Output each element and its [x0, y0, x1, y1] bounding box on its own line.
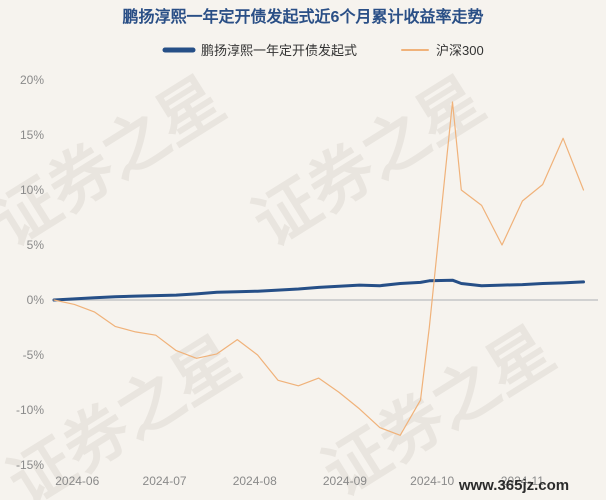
legend-item-1: 沪深300 — [436, 43, 484, 58]
y-tick-label-0: -15% — [16, 458, 44, 472]
x-tick-label-0: 2024-06 — [55, 474, 99, 488]
y-tick-label-2: -5% — [23, 348, 45, 362]
watermark-1: 证券之星 — [241, 63, 496, 260]
chart-title: 鹏扬淳熙一年定开债发起式近6个月累计收益率走势 — [123, 7, 484, 26]
x-tick-label-3: 2024-09 — [323, 474, 367, 488]
site-label: www.365jz.com — [458, 477, 569, 494]
x-axis: 2024-06 2024-07 2024-08 2024-09 2024-10 2024-… — [55, 474, 544, 488]
legend-item-0: 鹏扬淳熙一年定开债发起式 — [201, 43, 357, 58]
series-line-0 — [52, 278, 585, 302]
x-tick-label-2: 2024-08 — [233, 474, 277, 488]
watermark-3: 证券之星 — [311, 313, 566, 500]
series-line-1 — [53, 101, 585, 436]
y-tick-label-7: 20% — [20, 73, 44, 87]
watermark-0: 证券之星 — [0, 63, 236, 260]
y-tick-label-5: 10% — [20, 183, 44, 197]
series-layer — [52, 101, 585, 436]
legend: 鹏扬淳熙一年定开债发起式 沪深300 — [162, 43, 484, 58]
y-axis: -15% -10% -5% 0% 5% 10% 15% 20% — [16, 73, 44, 472]
y-tick-label-6: 15% — [20, 128, 44, 142]
x-tick-label-5: 2024-11 — [501, 474, 544, 488]
y-tick-label-1: -10% — [16, 403, 44, 417]
x-tick-label-4: 2024-10 — [410, 474, 454, 488]
x-tick-label-1: 2024-07 — [143, 474, 187, 488]
y-tick-label-3: 0% — [27, 293, 45, 307]
y-tick-label-4: 5% — [27, 238, 45, 252]
